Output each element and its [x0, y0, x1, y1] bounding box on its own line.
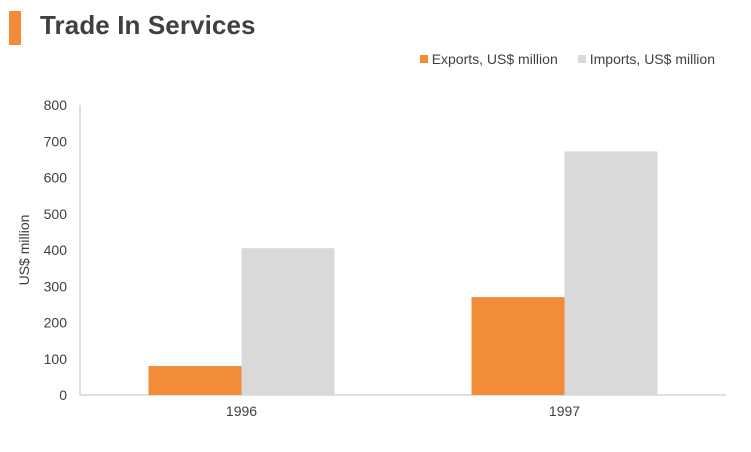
y-tick-label: 0	[59, 387, 67, 403]
y-tick-label: 100	[44, 351, 68, 367]
bar-exports-1997	[471, 297, 565, 395]
legend-label-exports: Exports, US$ million	[431, 51, 558, 67]
legend-swatch-exports	[419, 55, 428, 63]
y-tick-label: 300	[44, 278, 68, 294]
bar-imports-1996	[241, 248, 335, 395]
y-tick-label: 700	[44, 133, 68, 149]
x-tick-label: 1997	[549, 403, 580, 419]
y-tick-label: 600	[44, 170, 68, 186]
y-tick-label: 500	[44, 206, 68, 222]
bar-imports-1997	[564, 151, 658, 395]
legend-label-imports: Imports, US$ million	[589, 51, 715, 67]
y-tick-label: 800	[44, 97, 68, 113]
title-accent-bar	[9, 11, 21, 45]
y-tick-label: 400	[44, 242, 68, 258]
bar-exports-1996	[148, 366, 242, 395]
legend-swatch-imports	[577, 55, 586, 63]
y-tick-label: 200	[44, 315, 68, 331]
x-tick-label: 1996	[226, 403, 257, 419]
legend-item-exports: Exports, US$ million	[419, 51, 558, 67]
page-title: Trade In Services	[40, 10, 256, 40]
y-axis-title: US$ million	[16, 215, 32, 286]
legend-item-imports: Imports, US$ million	[577, 51, 715, 67]
chart-legend: Exports, US$ million Imports, US$ millio…	[419, 51, 715, 67]
